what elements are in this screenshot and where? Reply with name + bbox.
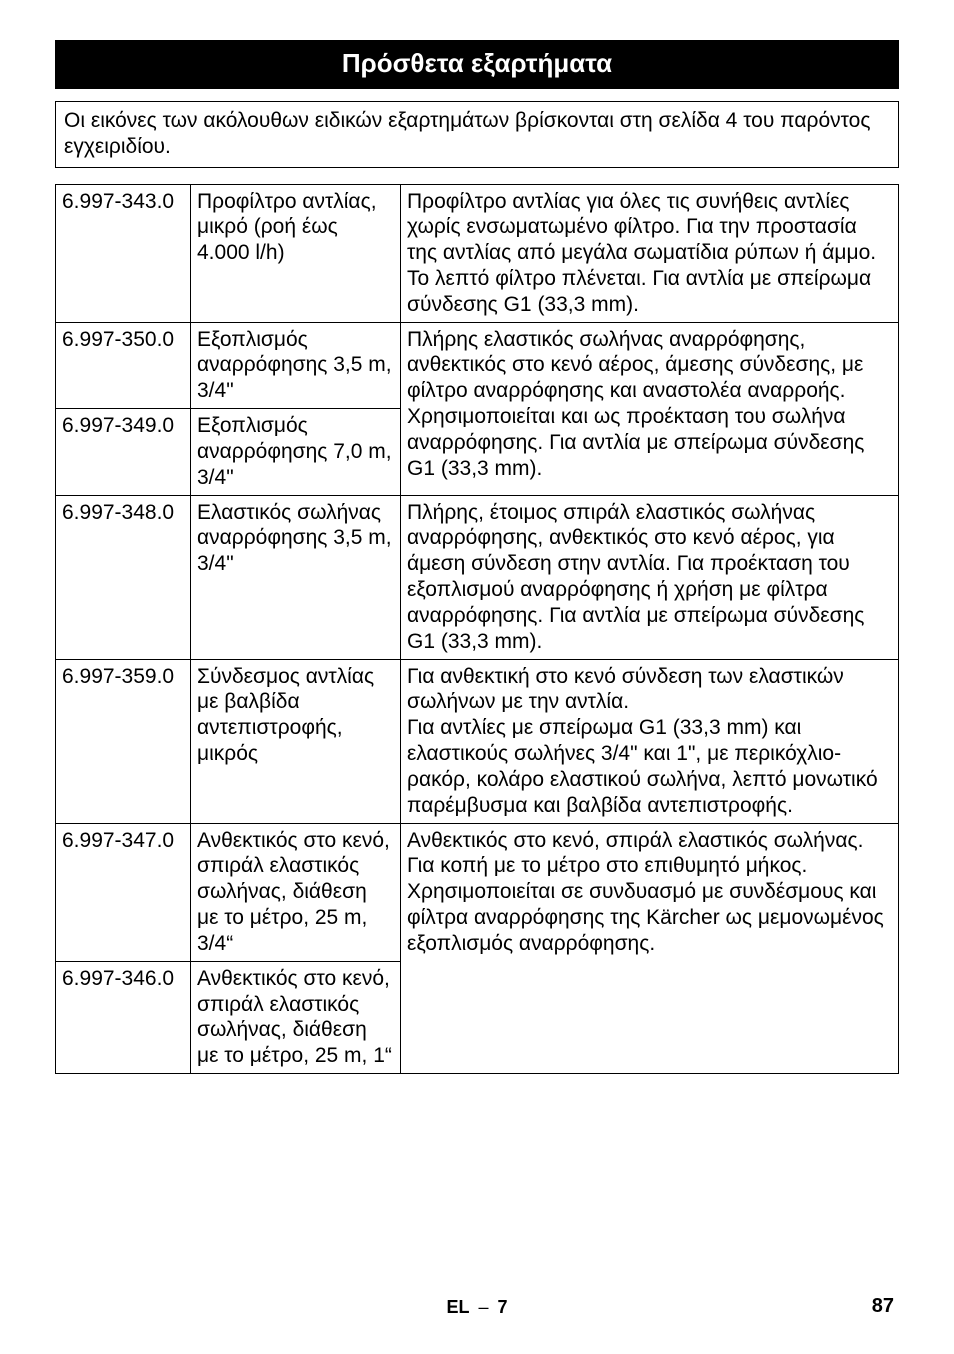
accessories-table: 6.997-343.0 Προφίλτρο αντλίας, μικρό (ρο… (55, 184, 899, 1075)
desc-cell: Πλήρης, έτοιμος σπιράλ ελαστικός σωλήνας… (401, 495, 899, 659)
code-cell: 6.997-347.0 (56, 823, 191, 961)
code-cell: 6.997-359.0 (56, 659, 191, 823)
name-cell: Εξοπλισμός αναρρόφησης 3,5 m, 3/4" (191, 322, 401, 408)
code-cell: 6.997-346.0 (56, 961, 191, 1073)
desc-cell: Προφίλτρο αντλίας για όλες τις συνήθεις … (401, 184, 899, 322)
footer-dash: – (478, 1297, 488, 1317)
code-cell: 6.997-350.0 (56, 322, 191, 408)
table-row: 6.997-350.0 Εξοπλισμός αναρρόφησης 3,5 m… (56, 322, 899, 408)
intro-text: Οι εικόνες των ακόλουθων ειδικών εξαρτημ… (55, 101, 899, 168)
desc-part-2: φίλτρο αναρρόφησης και αναστολέα αναρροή… (407, 379, 864, 479)
desc-cell: Ανθεκτικός στο κενό, σπιράλ ελαστικός σω… (401, 823, 899, 1073)
code-cell: 6.997-343.0 (56, 184, 191, 322)
section-title: Πρόσθετα εξαρτήματα (55, 40, 899, 89)
desc-part-1: Πλήρης ελαστικός σωλήνας αναρρόφησης, αν… (407, 328, 863, 377)
table-row: 6.997-359.0 Σύνδεσμος αντλίας με βαλβίδα… (56, 659, 899, 823)
footer-seq: 7 (498, 1297, 508, 1317)
footer-page-number: 87 (872, 1295, 894, 1318)
name-cell: Ανθεκτικός στο κενό, σπιράλ ελαστικός σω… (191, 823, 401, 961)
table-row: 6.997-343.0 Προφίλτρο αντλίας, μικρό (ρο… (56, 184, 899, 322)
table-row: 6.997-348.0 Ελαστικός σωλήνας αναρρόφηση… (56, 495, 899, 659)
name-cell: Προφίλτρο αντλίας, μικρό (ροή έως 4.000 … (191, 184, 401, 322)
desc-part-1: Ανθεκτικός στο κενό, σπιράλ ελαστικός σω… (407, 829, 884, 955)
name-cell: Ανθεκτικός στο κενό, σπιράλ ελαστικός σω… (191, 961, 401, 1073)
footer-lang: EL (446, 1297, 469, 1317)
name-cell: Εξοπλισμός αναρρόφησης 7,0 m, 3/4" (191, 409, 401, 495)
name-cell: Ελαστικός σωλήνας αναρρόφησης 3,5 m, 3/4… (191, 495, 401, 659)
code-cell: 6.997-348.0 (56, 495, 191, 659)
desc-cell: Για ανθεκτική στο κενό σύνδεση των ελαστ… (401, 659, 899, 823)
code-cell: 6.997-349.0 (56, 409, 191, 495)
name-cell: Σύνδεσμος αντλίας με βαλβίδα αντεπιστροφ… (191, 659, 401, 823)
page-footer: EL – 7 87 (0, 1297, 954, 1318)
table-row: 6.997-347.0 Ανθεκτικός στο κενό, σπιράλ … (56, 823, 899, 961)
desc-cell: Πλήρης ελαστικός σωλήνας αναρρόφησης, αν… (401, 322, 899, 495)
